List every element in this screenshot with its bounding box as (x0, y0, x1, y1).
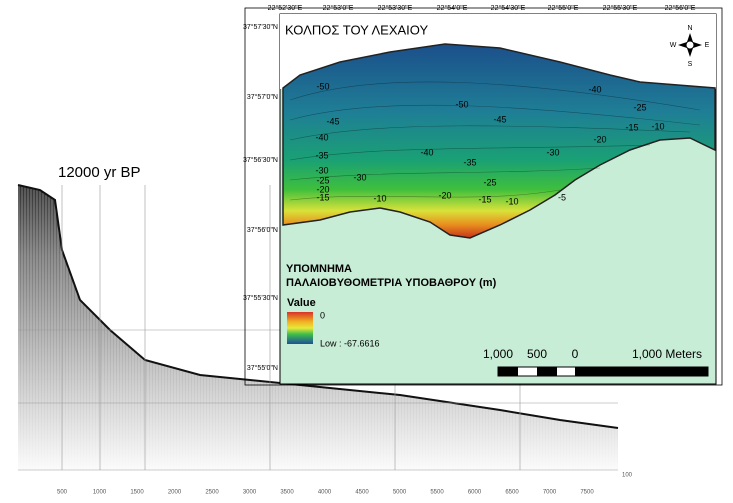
x-tick-label: 3500 (280, 490, 294, 496)
x-tick-label: 6000 (468, 490, 482, 496)
contour-label: -25 (633, 102, 646, 112)
x-tick-label: 4500 (355, 490, 369, 496)
lon-label: 22°54'0"E (437, 4, 468, 12)
lon-label: 22°56'0"E (665, 4, 696, 12)
contour-label: -5 (558, 192, 566, 202)
contour-label: -50 (316, 81, 329, 91)
depth-label: 100 (622, 473, 633, 479)
x-tick-label: 500 (57, 490, 68, 496)
lat-label: 37°56'0"N (247, 226, 278, 234)
x-tick-label: 4000 (318, 490, 332, 496)
contour-label: -45 (326, 116, 339, 126)
contour-label: -20 (316, 184, 329, 194)
lat-label: 37°55'0"N (247, 364, 278, 372)
compass-n: N (687, 25, 692, 32)
lon-label: 22°54'30"E (491, 4, 526, 12)
scale-label: 1,000 (483, 347, 513, 361)
scale-label: 1,000 Meters (632, 347, 702, 361)
x-tick-label: 2000 (168, 490, 182, 496)
contour-label: -40 (420, 147, 433, 157)
profile-label: 12000 yr BP (58, 164, 141, 181)
lon-label: 22°53'0"E (323, 4, 354, 12)
x-tick-label: 7000 (543, 490, 557, 496)
legend-ramp (287, 312, 313, 344)
legend-heading: ΥΠΟΜΝΗΜΑ (286, 263, 352, 275)
compass-w: W (670, 42, 677, 49)
compass (678, 33, 702, 57)
x-tick-label: 6500 (505, 490, 519, 496)
x-tick-label: 1000 (93, 490, 107, 496)
legend-value-title: Value (287, 297, 316, 309)
contour-label: -10 (373, 193, 386, 203)
legend-subtitle: ΠΑΛΑΙΟΒΥΘΟΜΕΤΡΙΑ ΥΠΟΒΑΘΡΟΥ (m) (286, 277, 497, 289)
scale-label: 500 (527, 347, 547, 361)
contour-label: -35 (463, 157, 476, 167)
contour-label: -50 (455, 99, 468, 109)
contour-label: -15 (625, 122, 638, 132)
compass-e: E (705, 42, 710, 49)
map (244, 7, 723, 386)
lat-label: 37°56'30"N (243, 156, 278, 164)
contour-label: -10 (505, 196, 518, 206)
scale-label: 0 (572, 347, 579, 361)
contour-label: -40 (315, 132, 328, 142)
lon-label: 22°53'30"E (378, 4, 413, 12)
contour-label: -20 (438, 190, 451, 200)
lat-label: 37°57'30"N (243, 23, 278, 31)
lon-label: 22°55'30"E (603, 4, 638, 12)
x-tick-label: 1500 (130, 490, 144, 496)
x-tick-label: 2500 (205, 490, 219, 496)
x-tick-label: 5000 (393, 490, 407, 496)
legend-low: Low : -67.6616 (320, 338, 380, 348)
contour-label: -15 (478, 194, 491, 204)
x-tick-label: 7500 (580, 490, 594, 496)
lat-label: 37°55'30"N (243, 294, 278, 302)
lon-label: 22°55'0"E (548, 4, 579, 12)
x-tick-label: 5500 (430, 490, 444, 496)
compass-s: S (688, 61, 693, 68)
contour-label: -10 (651, 121, 664, 131)
map-title: ΚΟΛΠΟΣ ΤΟΥ ΛΕΧΑΙΟΥ (285, 22, 428, 37)
contour-label: -30 (315, 165, 328, 175)
contour-label: -30 (353, 172, 366, 182)
contour-label: -25 (316, 175, 329, 185)
contour-label: -30 (546, 147, 559, 157)
lat-label: 37°57'0"N (247, 93, 278, 101)
contour-label: -45 (493, 114, 506, 124)
legend-high: 0 (320, 310, 325, 320)
contour-label: -25 (483, 177, 496, 187)
contour-label: -40 (588, 84, 601, 94)
x-tick-label: 3000 (243, 490, 257, 496)
scale-bar (497, 366, 709, 377)
contour-label: -20 (593, 134, 606, 144)
lon-label: 22°52'30"E (268, 4, 303, 12)
contour-label: -35 (315, 150, 328, 160)
contour-label: -15 (316, 192, 329, 202)
